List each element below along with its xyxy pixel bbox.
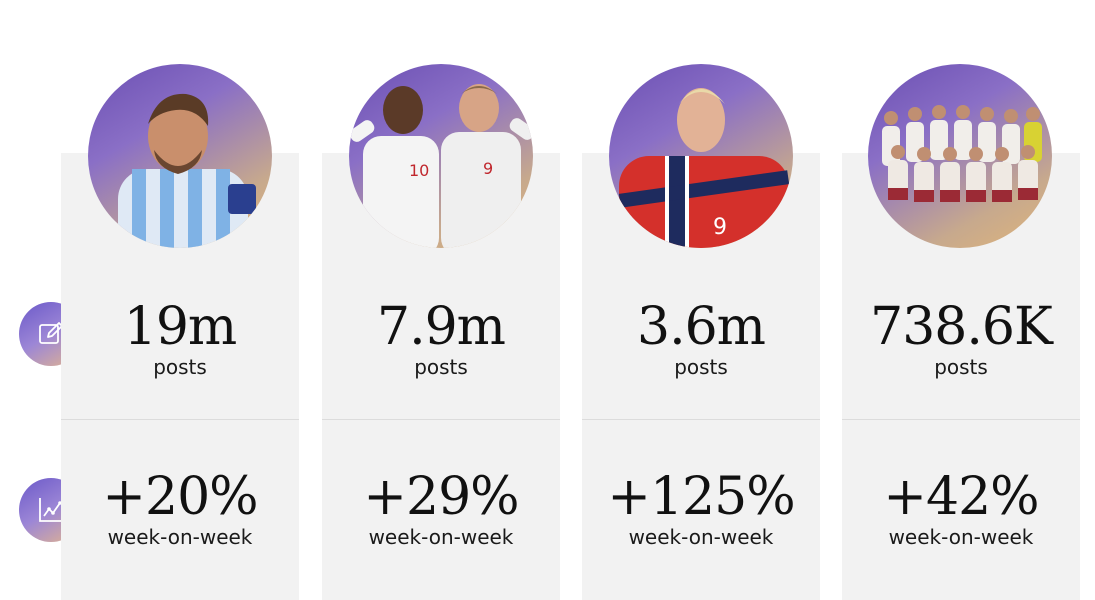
- growth-stat: +29% week-on-week: [322, 469, 560, 549]
- posts-value: 3.6m: [636, 297, 766, 357]
- growth-value: +42%: [883, 467, 1039, 527]
- posts-label: posts: [153, 355, 207, 379]
- growth-value: +20%: [102, 467, 258, 527]
- card-divider: [322, 419, 560, 420]
- posts-value: 738.6K: [870, 297, 1053, 357]
- growth-label: week-on-week: [888, 525, 1034, 549]
- growth-label: week-on-week: [368, 525, 514, 549]
- svg-text:10: 10: [409, 161, 429, 180]
- posts-stat: 3.6m posts: [582, 299, 820, 379]
- card-divider: [61, 419, 299, 420]
- card-divider: [582, 419, 820, 420]
- posts-stat: 19m posts: [61, 299, 299, 379]
- growth-label: week-on-week: [628, 525, 774, 549]
- growth-label: week-on-week: [107, 525, 253, 549]
- posts-label: posts: [414, 355, 468, 379]
- line-chart-icon: [39, 498, 63, 522]
- player-norway-photo: 9: [609, 64, 793, 248]
- players-england-photo: 10 9: [349, 64, 533, 248]
- growth-stat: +125% week-on-week: [582, 469, 820, 549]
- card-divider: [842, 419, 1080, 420]
- team-photo: [868, 64, 1052, 248]
- posts-stat: 7.9m posts: [322, 299, 560, 379]
- posts-label: posts: [674, 355, 728, 379]
- posts-label: posts: [934, 355, 988, 379]
- svg-text:9: 9: [713, 215, 727, 240]
- growth-stat: +20% week-on-week: [61, 469, 299, 549]
- growth-stat: +42% week-on-week: [842, 469, 1080, 549]
- growth-value: +125%: [607, 467, 795, 527]
- posts-value: 19m: [123, 297, 237, 357]
- player-argentina-photo: [88, 64, 272, 248]
- stat-card: 738.6K posts +42% week-on-week: [842, 153, 1080, 600]
- pencil-edit-icon: [39, 322, 63, 344]
- posts-stat: 738.6K posts: [842, 299, 1080, 379]
- svg-text:9: 9: [483, 159, 493, 178]
- posts-value: 7.9m: [376, 297, 506, 357]
- growth-value: +29%: [363, 467, 519, 527]
